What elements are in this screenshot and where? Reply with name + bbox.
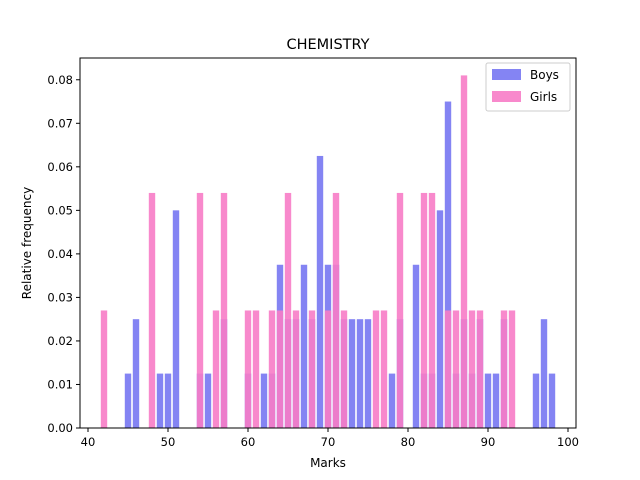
bar-girls (284, 192, 292, 428)
legend-label-girls: Girls (530, 90, 557, 104)
y-tick-label: 0.06 (47, 160, 73, 174)
x-tick-label: 60 (241, 435, 256, 449)
bar-boys (356, 319, 364, 428)
bar-girls (252, 310, 260, 428)
legend-swatch-boys (492, 69, 521, 80)
bar-girls (372, 310, 380, 428)
bar-boys (260, 373, 268, 428)
bar-boys (532, 373, 540, 428)
bar-girls (420, 192, 428, 428)
bar-girls (212, 310, 220, 428)
bar-girls (500, 310, 508, 428)
bar-boys (364, 319, 372, 428)
chart-title: CHEMISTRY (286, 37, 369, 53)
bar-boys (348, 319, 356, 428)
bar-boys (316, 155, 324, 428)
bar-boys (548, 373, 556, 428)
bar-girls (276, 310, 284, 428)
bar-boys (164, 373, 172, 428)
x-tick-label: 40 (81, 435, 96, 449)
legend-swatch-girls (492, 91, 521, 102)
bar-girls (460, 75, 468, 428)
bar-boys (388, 373, 396, 428)
y-tick-label: 0.04 (47, 247, 73, 261)
bar-girls (148, 192, 156, 428)
bar-girls (268, 310, 276, 428)
x-tick-label: 50 (161, 435, 176, 449)
y-tick-label: 0.07 (47, 116, 73, 130)
bar-girls (220, 192, 228, 428)
legend-label-boys: Boys (530, 68, 559, 82)
bar-boys (444, 101, 452, 428)
x-axis-label: Marks (310, 456, 346, 470)
bar-girls (308, 310, 316, 428)
bar-boys (412, 264, 420, 428)
bar-boys (436, 210, 444, 428)
y-tick-label: 0.01 (47, 377, 73, 391)
bar-boys (124, 373, 132, 428)
bar-girls (396, 192, 404, 428)
x-tick-label: 80 (401, 435, 416, 449)
bar-girls (476, 310, 484, 428)
bar-boys (492, 373, 500, 428)
bar-boys (204, 373, 212, 428)
y-axis-label: Relative frequency (20, 187, 34, 299)
bar-boys (540, 319, 548, 428)
bar-girls (444, 310, 452, 428)
bar-girls (452, 310, 460, 428)
x-tick-label: 70 (321, 435, 336, 449)
y-tick-label: 0.02 (47, 334, 73, 348)
bar-girls (340, 310, 348, 428)
bar-boys (156, 373, 164, 428)
y-tick-label: 0.08 (47, 73, 73, 87)
bar-girls (428, 192, 436, 428)
bars-layer (100, 75, 556, 428)
bar-girls (380, 310, 388, 428)
axes-layer: 40 50 60 70 80 90 100 0.00 0.01 0.02 0.03 0.04 0.05 0… (47, 57, 579, 449)
x-tick-label: 90 (481, 435, 496, 449)
bar-girls (244, 310, 252, 428)
y-tick-label: 0.05 (47, 203, 73, 217)
bar-girls (292, 310, 300, 428)
bar-girls (508, 310, 516, 428)
bar-girls (324, 310, 332, 428)
y-tick-label: 0.03 (47, 290, 73, 304)
bar-boys (300, 264, 308, 428)
bar-girls (100, 310, 108, 428)
bar-boys (172, 210, 180, 428)
bar-boys (484, 373, 492, 428)
x-tick-label: 100 (557, 435, 579, 449)
bar-girls (196, 192, 204, 428)
bar-boys (132, 319, 140, 428)
bar-girls (332, 192, 340, 428)
legend: Boys Girls (485, 62, 571, 112)
bar-girls (468, 310, 476, 428)
y-tick-label: 0.00 (47, 421, 73, 435)
